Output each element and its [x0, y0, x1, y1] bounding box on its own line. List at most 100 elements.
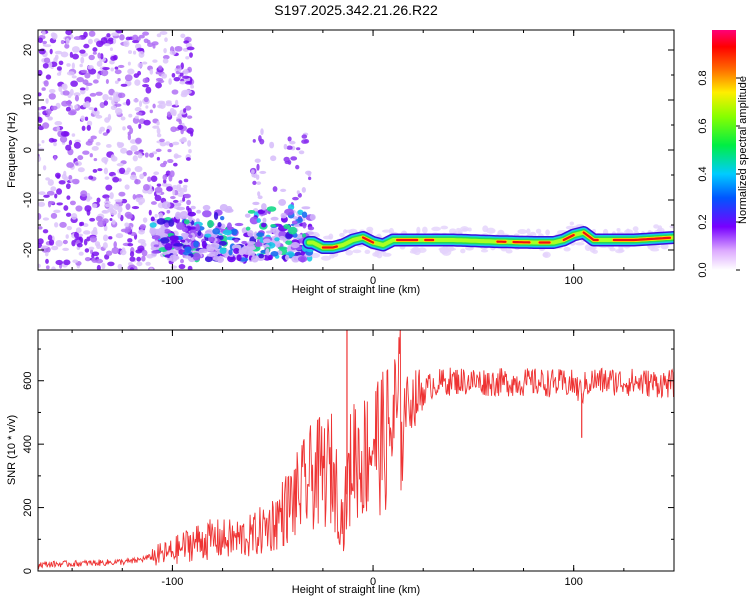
noise-speckle: [42, 165, 47, 171]
noise-speckle: [102, 234, 109, 242]
burst-blob: [287, 204, 295, 210]
noise-speckle: [161, 73, 168, 79]
noise-speckle: [53, 155, 57, 161]
noise-speckle: [289, 140, 296, 145]
noise-speckle: [303, 139, 310, 144]
burst-blob: [208, 236, 216, 242]
noise-speckle: [93, 107, 98, 112]
y-tick-label: -20: [22, 242, 34, 258]
noise-speckle: [172, 189, 176, 196]
burst-blob: [219, 247, 227, 254]
noise-speckle: [115, 233, 124, 239]
burst-blob: [258, 253, 265, 259]
noise-speckle: [183, 108, 187, 113]
noise-speckle: [142, 77, 149, 84]
noise-speckle: [124, 222, 130, 228]
noise-speckle: [82, 150, 90, 155]
noise-speckle: [62, 90, 70, 96]
burst-blob: [169, 254, 178, 262]
noise-speckle: [85, 140, 93, 146]
noise-speckle: [142, 183, 150, 191]
noise-speckle: [129, 127, 134, 134]
noise-speckle: [62, 239, 68, 245]
noise-speckle: [159, 141, 167, 147]
noise-speckle: [80, 69, 88, 74]
snr-ticks: -100 0 100 0 200 400 600: [22, 330, 675, 588]
noise-speckle: [170, 126, 177, 133]
noise-speckle: [182, 75, 190, 79]
noise-speckle: [70, 80, 78, 87]
noise-speckle: [106, 129, 110, 134]
noise-speckle: [106, 143, 112, 148]
burst-blob: [278, 198, 287, 206]
noise-speckle: [152, 43, 156, 49]
burst-blob: [220, 223, 226, 229]
noise-speckle: [127, 133, 132, 141]
noise-speckle: [88, 246, 95, 251]
noise-speckle: [48, 200, 55, 205]
noise-speckle: [69, 200, 76, 206]
noise-speckle: [117, 263, 123, 270]
noise-speckle: [79, 49, 86, 54]
burst-blob: [197, 230, 202, 237]
noise-speckle: [86, 192, 91, 199]
noise-speckle: [127, 61, 131, 66]
burst-blob: [302, 221, 307, 229]
noise-speckle: [42, 40, 48, 45]
burst-blob: [228, 249, 233, 256]
noise-speckle: [38, 226, 43, 230]
noise-speckle: [269, 141, 275, 149]
noise-speckle: [156, 133, 162, 138]
noise-speckle: [170, 265, 178, 269]
noise-speckle: [117, 205, 123, 213]
noise-speckle: [136, 261, 143, 267]
burst-blob: [266, 206, 277, 212]
colorbar-tick-label: 0.8: [697, 70, 709, 85]
noise-speckle: [136, 256, 142, 262]
noise-speckle: [157, 100, 166, 105]
noise-speckle: [79, 63, 83, 68]
ridge-halo: [625, 228, 630, 235]
burst-blob: [244, 213, 251, 218]
noise-speckle: [42, 229, 49, 234]
colorbar: 0.0 0.2 0.4 0.6 0.8 Normalized spectral ampl…: [697, 30, 749, 278]
noise-speckle: [38, 155, 42, 163]
noise-speckle: [135, 137, 142, 144]
burst-blob: [207, 219, 214, 228]
noise-speckle: [270, 155, 277, 162]
burst-blob: [231, 228, 238, 236]
noise-speckle: [105, 79, 109, 85]
ridge-halo: [565, 225, 575, 230]
burst-blob: [184, 246, 192, 253]
noise-speckle: [96, 264, 101, 270]
noise-speckle: [132, 50, 137, 55]
noise-speckle: [190, 84, 195, 89]
noise-speckle: [66, 225, 72, 231]
noise-speckle: [188, 148, 192, 154]
noise-speckle: [137, 245, 145, 252]
ridge-halo: [382, 229, 392, 233]
noise-speckle: [91, 251, 100, 257]
noise-speckle: [111, 32, 119, 37]
noise-speckle: [308, 176, 312, 181]
noise-speckle: [105, 250, 113, 256]
noise-speckle: [103, 167, 109, 175]
noise-speckle: [38, 116, 43, 124]
ridge-halo: [542, 252, 549, 258]
noise-speckle: [120, 116, 126, 121]
noise-speckle: [114, 103, 122, 107]
noise-speckle: [295, 147, 301, 151]
noise-speckle: [50, 105, 58, 111]
noise-speckle: [41, 30, 46, 37]
burst-blob: [307, 226, 315, 231]
noise-speckle: [71, 46, 80, 53]
noise-speckle: [307, 170, 312, 177]
ridge-halo: [517, 229, 528, 235]
noise-speckle: [147, 176, 152, 183]
ridge-halo: [653, 224, 660, 229]
noise-speckle: [47, 116, 54, 121]
burst-blob: [245, 226, 251, 231]
y-tick-label: 20: [22, 44, 34, 56]
noise-speckle: [84, 72, 91, 79]
noise-speckle: [133, 98, 139, 103]
